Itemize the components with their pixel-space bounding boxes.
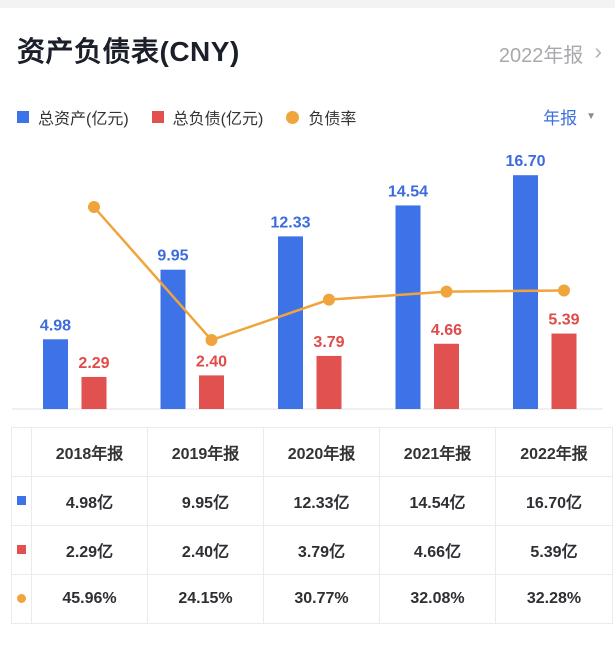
bar-value-label: 4.98 — [40, 317, 71, 334]
total-liabilities-bar-2021年报[interactable] — [434, 343, 459, 409]
table-column-header: 2022年报 — [495, 427, 613, 477]
bar-value-label: 14.54 — [388, 183, 428, 200]
table-row-total-liabilities: 2.29亿 2.40亿 3.79亿 4.66亿 5.39亿 — [11, 525, 613, 575]
table-cell: 5.39亿 — [495, 525, 613, 575]
legend-label: 总资产(亿元) — [38, 111, 129, 128]
total-assets-bar-2020年报[interactable] — [278, 236, 303, 409]
debt-ratio-point-2020年报[interactable] — [323, 293, 335, 306]
total-liabilities-bar-2022年报[interactable] — [551, 333, 577, 409]
chevron-right-icon: › — [594, 38, 602, 64]
chevron-down-icon: ▼ — [586, 111, 596, 122]
legend-item-debt-ratio[interactable]: 负债率 — [286, 105, 356, 129]
table-column-header: 2018年报 — [31, 427, 148, 477]
table-cell: 32.28% — [495, 574, 613, 624]
row-marker-cell — [11, 525, 32, 575]
debt-ratio-point-2022年报[interactable] — [558, 284, 570, 297]
table-column-header: 2020年报 — [263, 427, 380, 477]
legend-item-total-assets[interactable]: 总资产(亿元) — [17, 105, 129, 129]
orange-circle-icon — [17, 594, 26, 604]
table-cell: 32.08% — [379, 574, 496, 624]
table-cell: 4.98亿 — [31, 476, 148, 526]
table-cell: 12.33亿 — [263, 476, 380, 526]
page-title: 资产负债表(CNY) — [17, 36, 240, 67]
period-selector-label: 2022年报 — [498, 45, 584, 67]
total-liabilities-bar-2020年报[interactable] — [316, 355, 342, 409]
table-row-debt-ratio: 45.96% 24.15% 30.77% 32.08% 32.28% — [11, 574, 613, 624]
legend-label: 总负债(亿元) — [172, 111, 264, 128]
bar-line-chart[interactable]: 4.98 9.95 12.33 14.54 16.70 2.29 2.40 3.79 4.66 5… — [0, 140, 615, 415]
table-cell: 14.54亿 — [379, 476, 496, 526]
table-cell: 2.40亿 — [147, 525, 264, 575]
chart-canvas: 4.98 9.95 12.33 14.54 16.70 2.29 2.40 3.79 4.66 5… — [12, 153, 603, 410]
table-column-header: 2019年报 — [147, 427, 264, 477]
table-cell: 16.70亿 — [495, 476, 613, 526]
bar-value-label: 2.29 — [78, 355, 109, 372]
debt-ratio-point-2019年报[interactable] — [205, 334, 218, 347]
table-cell: 30.77% — [263, 574, 380, 624]
table-row-total-assets: 4.98亿 9.95亿 12.33亿 14.54亿 16.70亿 — [11, 476, 613, 526]
bar-value-label: 5.39 — [548, 312, 579, 329]
table-cell: 4.66亿 — [379, 525, 496, 575]
row-marker-cell — [11, 574, 32, 624]
bar-value-label: 2.40 — [196, 353, 227, 370]
legend-item-total-liabilities[interactable]: 总负债(亿元) — [151, 105, 264, 129]
total-liabilities-bar-2019年报[interactable] — [199, 375, 224, 409]
debt-ratio-point-2021年报[interactable] — [440, 285, 453, 298]
table-cell: 24.15% — [147, 574, 264, 624]
table-column-header: 2021年报 — [379, 427, 496, 477]
dropdown-selected-value: 年报 — [543, 109, 578, 128]
period-selector[interactable]: 2022年报 › — [499, 39, 602, 68]
bar-value-label: 4.66 — [431, 322, 462, 339]
debt-ratio-point-2018年报[interactable] — [88, 201, 100, 214]
row-marker-cell — [11, 476, 32, 526]
table-cell: 45.96% — [31, 574, 148, 624]
red-square-icon — [17, 545, 26, 555]
orange-circle-icon — [286, 110, 300, 124]
top-divider-strip — [0, 0, 615, 8]
bar-value-label: 16.70 — [505, 153, 545, 170]
bar-value-label: 9.95 — [157, 248, 188, 265]
report-period-dropdown[interactable]: 年报 ▼ — [543, 104, 596, 129]
blue-square-icon — [17, 496, 26, 506]
bar-value-label: 3.79 — [313, 334, 344, 351]
chart-legend: 总资产(亿元) 总负债(亿元) 负债率 — [17, 105, 356, 129]
total-assets-bar-2021年报[interactable] — [395, 205, 421, 409]
data-table: 2018年报 2019年报 2020年报 2021年报 2022年报 4.98亿… — [11, 427, 613, 624]
total-assets-bar-2018年报[interactable] — [43, 339, 68, 409]
total-assets-bar-2019年报[interactable] — [160, 269, 186, 409]
blue-square-icon — [17, 111, 29, 123]
table-corner-cell — [11, 427, 32, 477]
table-cell: 3.79亿 — [263, 525, 380, 575]
total-liabilities-bar-2018年报[interactable] — [81, 376, 107, 409]
legend-label: 负债率 — [308, 111, 357, 128]
bar-value-label: 12.33 — [270, 214, 310, 231]
table-cell: 2.29亿 — [31, 525, 148, 575]
table-cell: 9.95亿 — [147, 476, 264, 526]
red-square-icon — [151, 111, 164, 123]
table-header-row: 2018年报 2019年报 2020年报 2021年报 2022年报 — [11, 427, 613, 477]
